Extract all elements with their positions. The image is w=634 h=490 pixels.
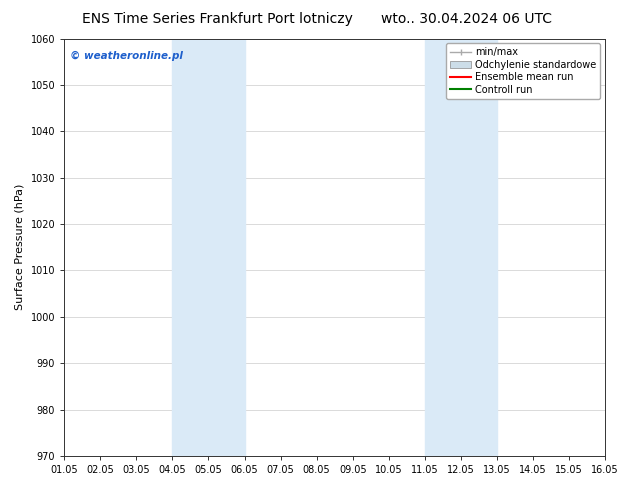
Y-axis label: Surface Pressure (hPa): Surface Pressure (hPa)	[15, 184, 25, 311]
Bar	[425, 39, 497, 456]
Text: wto.. 30.04.2024 06 UTC: wto.. 30.04.2024 06 UTC	[380, 12, 552, 26]
Bar	[172, 39, 245, 456]
Legend: min/max, Odchylenie standardowe, Ensemble mean run, Controll run: min/max, Odchylenie standardowe, Ensembl…	[446, 44, 600, 98]
Text: © weatheronline.pl: © weatheronline.pl	[70, 51, 183, 61]
Text: ENS Time Series Frankfurt Port lotniczy: ENS Time Series Frankfurt Port lotniczy	[82, 12, 353, 26]
